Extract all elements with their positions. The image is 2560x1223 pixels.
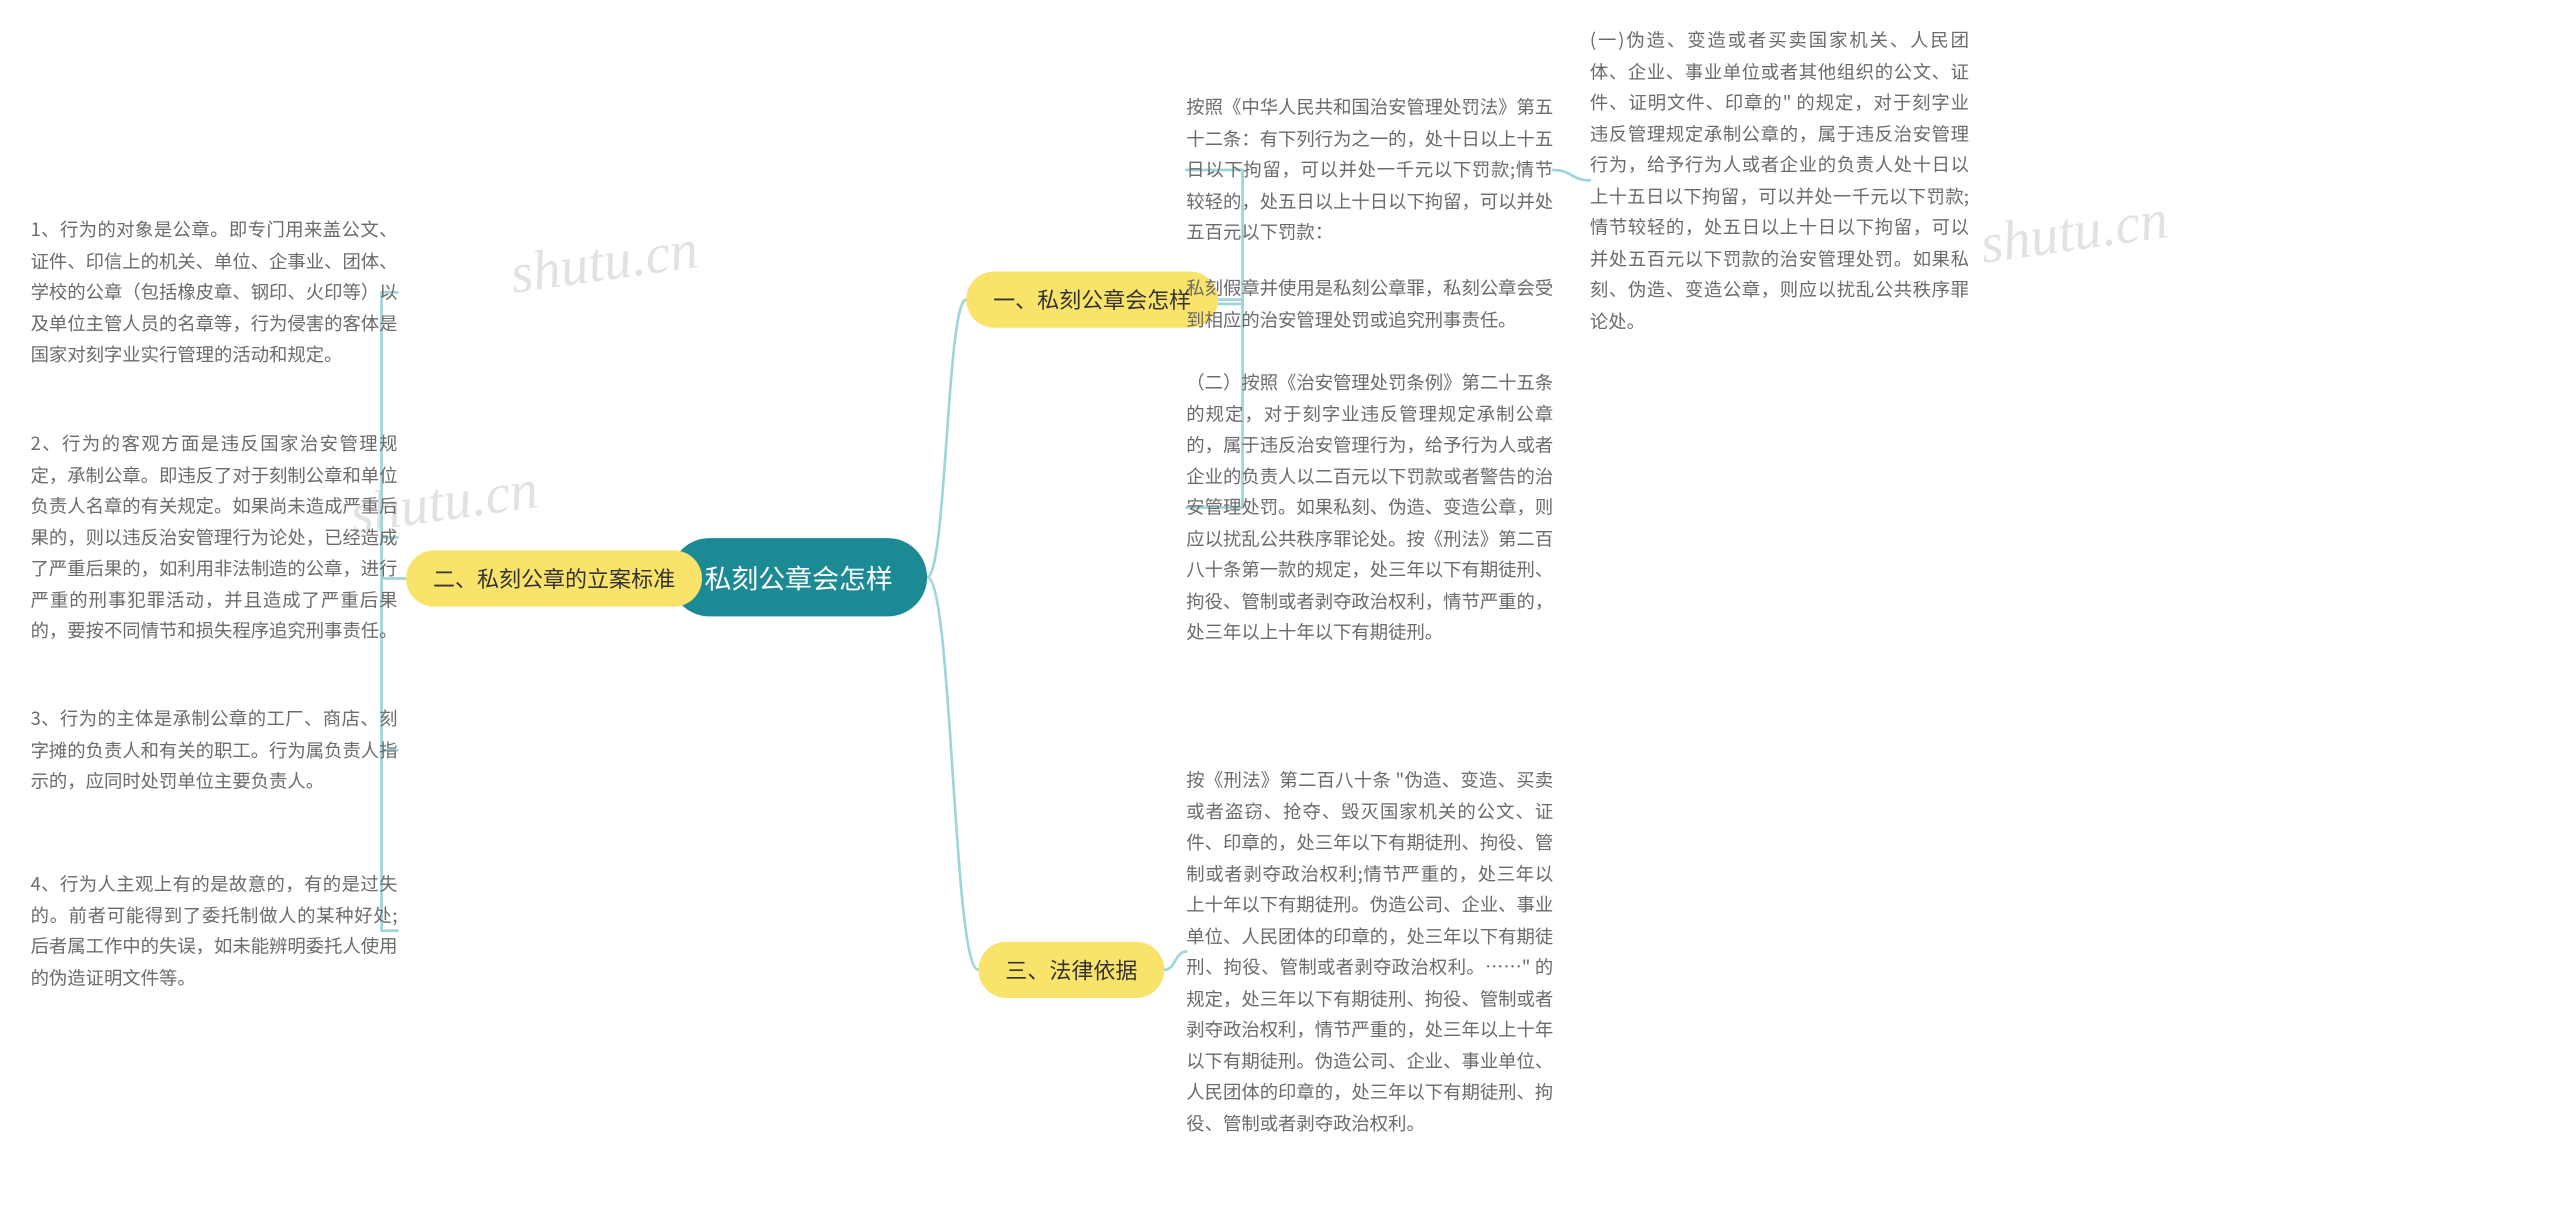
root-node: 私刻公章会怎样 — [670, 538, 927, 616]
branch-1: 一、私刻公章会怎样 — [966, 272, 1218, 328]
leaf-b2-3: 3、行为的主体是承制公章的工厂、商店、刻字摊的负责人和有关的职工。行为属负责人指… — [31, 703, 398, 797]
watermark-2: shutu.cn — [1976, 187, 2171, 277]
leaf-b1-2: 私刻假章并使用是私刻公章罪，私刻公章会受到相应的治安管理处罚或追究刑事责任。 — [1186, 273, 1553, 335]
leaf-b2-2: 2、行为的客观方面是违反国家治安管理规定，承制公章。即违反了对于刻制公章和单位负… — [31, 428, 398, 646]
leaf-b1-3: （二）按照《治安管理处罚条例》第二十五条的规定，对于刻字业违反管理规定承制公章的… — [1186, 367, 1553, 648]
leaf-b2-1: 1、行为的对象是公章。即专门用来盖公文、证件、印信上的机关、单位、企事业、团体、… — [31, 214, 398, 370]
branch-3: 三、法律依据 — [978, 942, 1164, 998]
leaf-b3-1: 按《刑法》第二百八十条 "伪造、变造、买卖或者盗窃、抢夺、毁灭国家机关的公文、证… — [1186, 764, 1553, 1138]
watermark-1: shutu.cn — [506, 217, 701, 307]
leaf-b1-1: 按照《中华人民共和国治安管理处罚法》第五十二条：有下列行为之一的，处十日以上十五… — [1186, 92, 1553, 248]
branch-2: 二、私刻公章的立案标准 — [406, 550, 702, 606]
leaf-b1-1-1: (一)伪造、变造或者买卖国家机关、人民团体、企业、事业单位或者其他组织的公文、证… — [1590, 24, 1969, 336]
leaf-b2-4: 4、行为人主观上有的是故意的，有的是过失的。前者可能得到了委托制做人的某种好处;… — [31, 868, 398, 993]
